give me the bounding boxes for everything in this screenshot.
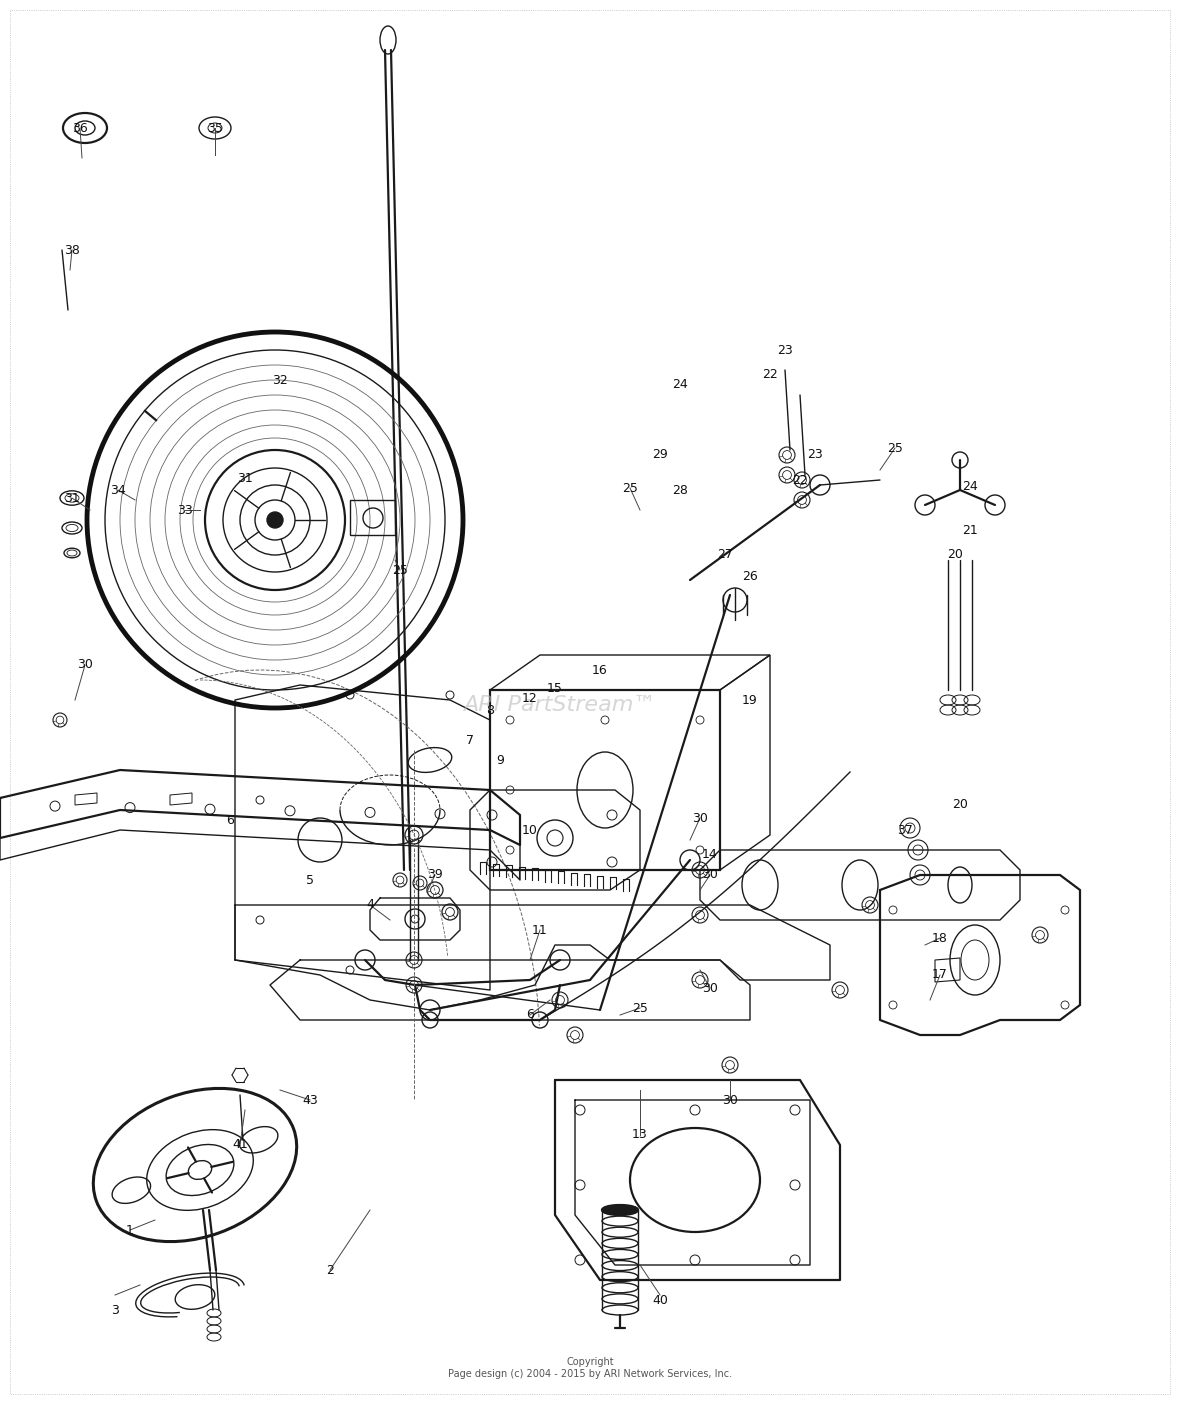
- Text: 28: 28: [673, 483, 688, 497]
- Text: Copyright
Page design (c) 2004 - 2015 by ARI Network Services, Inc.: Copyright Page design (c) 2004 - 2015 by…: [448, 1358, 732, 1379]
- Text: 6: 6: [227, 813, 234, 827]
- Text: 22: 22: [792, 473, 808, 487]
- Text: 43: 43: [302, 1094, 317, 1106]
- Text: 39: 39: [427, 869, 442, 882]
- Text: 38: 38: [64, 243, 80, 257]
- Text: 17: 17: [932, 969, 948, 981]
- Text: 19: 19: [742, 694, 758, 706]
- Text: 20: 20: [952, 799, 968, 812]
- Text: 25: 25: [632, 1001, 648, 1015]
- Text: 23: 23: [807, 448, 822, 462]
- Text: 23: 23: [778, 344, 793, 357]
- Text: 41: 41: [232, 1139, 248, 1151]
- Text: 31: 31: [237, 472, 253, 484]
- Text: 21: 21: [962, 524, 978, 536]
- Text: 31: 31: [64, 491, 80, 504]
- Text: 2: 2: [326, 1264, 334, 1276]
- Text: 34: 34: [110, 483, 126, 497]
- Text: 22: 22: [762, 368, 778, 382]
- Text: 6: 6: [526, 1008, 533, 1022]
- Text: 29: 29: [653, 448, 668, 462]
- Text: 24: 24: [673, 379, 688, 392]
- Text: 18: 18: [932, 931, 948, 945]
- Text: 3: 3: [111, 1303, 119, 1317]
- Text: 7: 7: [466, 733, 474, 747]
- Text: 15: 15: [548, 681, 563, 695]
- Text: 1: 1: [126, 1223, 135, 1237]
- Text: 20: 20: [948, 549, 963, 562]
- Text: 30: 30: [722, 1094, 738, 1106]
- Text: 36: 36: [72, 122, 87, 135]
- Text: 25: 25: [392, 563, 408, 577]
- Text: 30: 30: [691, 812, 708, 824]
- Text: 37: 37: [897, 824, 913, 837]
- Text: 30: 30: [702, 869, 717, 882]
- Text: 9: 9: [496, 754, 504, 767]
- Text: 14: 14: [702, 848, 717, 862]
- Text: 16: 16: [592, 664, 608, 677]
- Text: 26: 26: [742, 570, 758, 584]
- Ellipse shape: [602, 1205, 638, 1214]
- Text: 40: 40: [653, 1293, 668, 1307]
- Text: 4: 4: [366, 899, 374, 911]
- Text: 10: 10: [522, 824, 538, 837]
- Text: 30: 30: [702, 981, 717, 994]
- Text: 25: 25: [887, 441, 903, 455]
- Text: 32: 32: [273, 373, 288, 386]
- Ellipse shape: [267, 512, 283, 528]
- Text: 8: 8: [486, 703, 494, 716]
- Text: 25: 25: [622, 482, 638, 494]
- Text: 5: 5: [306, 873, 314, 886]
- Text: 35: 35: [206, 122, 223, 135]
- Text: 12: 12: [522, 692, 538, 705]
- Text: 27: 27: [717, 549, 733, 562]
- Text: 11: 11: [532, 924, 548, 936]
- Text: 33: 33: [177, 504, 192, 517]
- Text: 30: 30: [77, 658, 93, 671]
- Text: 13: 13: [632, 1129, 648, 1141]
- Text: ARI PartStream™: ARI PartStream™: [464, 695, 656, 715]
- Text: 24: 24: [962, 480, 978, 493]
